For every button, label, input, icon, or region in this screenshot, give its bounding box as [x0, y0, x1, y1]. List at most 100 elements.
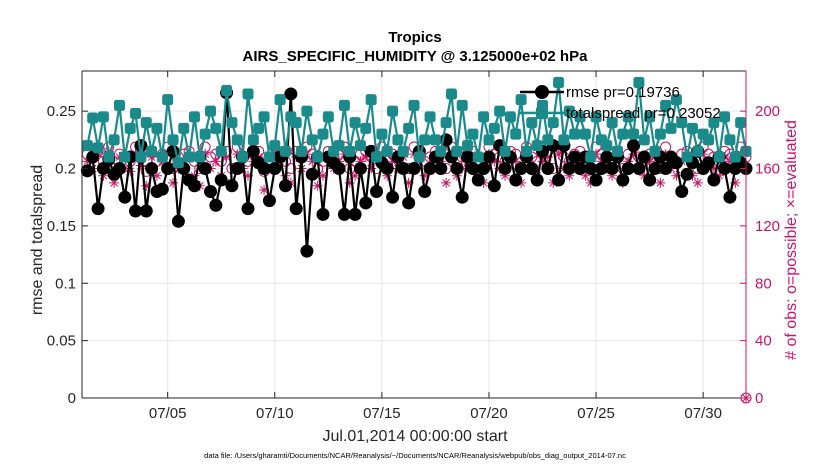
totalspread-point: [269, 140, 281, 152]
rmse-point: [262, 194, 276, 208]
data-file-footnote: data file: /Users/gharamti/Documents/NCA…: [204, 451, 626, 460]
rmse-point: [407, 162, 421, 176]
obs-evaluated-point: [141, 180, 152, 191]
rmse-point: [434, 162, 448, 176]
obs-evaluated-point: [344, 177, 355, 188]
rmse-point: [80, 164, 94, 178]
rmse-point: [632, 162, 646, 176]
rmse-point: [204, 184, 218, 198]
totalspread-point: [719, 111, 731, 123]
totalspread-point: [735, 117, 747, 129]
rmse-point: [627, 139, 641, 153]
rmse-point: [594, 162, 608, 176]
rmse-point: [573, 162, 587, 176]
totalspread-point: [590, 111, 602, 123]
obs-evaluated-point: [655, 177, 666, 188]
x-tick-label: 07/10: [256, 405, 294, 422]
totalspread-point: [167, 134, 179, 146]
totalspread-point: [424, 111, 436, 123]
totalspread-point: [226, 117, 238, 129]
totalspread-point: [317, 128, 329, 140]
totalspread-point: [504, 111, 516, 123]
rmse-point: [723, 190, 737, 204]
totalspread-point: [654, 128, 666, 140]
obs-evaluated-point: [259, 185, 270, 196]
rmse-point: [155, 182, 169, 196]
rmse-point: [659, 162, 673, 176]
totalspread-point: [563, 105, 575, 117]
obs-evaluated-point: [135, 160, 146, 171]
obs-evaluated-point: [151, 170, 162, 181]
rmse-point: [187, 179, 201, 193]
y2-tick-label: 0: [755, 390, 763, 407]
y2-tick-label: 160: [755, 161, 780, 178]
totalspread-point: [215, 145, 227, 157]
totalspread-point: [247, 134, 259, 146]
totalspread-point: [253, 122, 265, 134]
totalspread-point: [312, 151, 324, 163]
totalspread-point: [510, 128, 522, 140]
totalspread-point: [306, 134, 318, 146]
totalspread-point: [670, 94, 682, 106]
obs-evaluated-point: [419, 170, 430, 181]
totalspread-point: [483, 134, 495, 146]
rmse-point: [541, 162, 555, 176]
totalspread-point: [601, 140, 613, 152]
rmse-point: [637, 150, 651, 164]
totalspread-point: [135, 151, 147, 163]
obs-evaluated-point: [537, 156, 548, 167]
obs-evaluated-point: [312, 180, 323, 191]
obs-evaluated-point: [553, 149, 564, 160]
obs-evaluated-point: [210, 156, 221, 167]
obs-evaluated-point: [639, 170, 650, 181]
rmse-point: [337, 207, 351, 221]
rmse-point: [380, 162, 394, 176]
totalspread-point: [242, 88, 254, 100]
obs-evaluated-point: [221, 152, 232, 163]
totalspread-point: [403, 122, 415, 134]
totalspread-point: [467, 128, 479, 140]
rmse-point: [353, 162, 367, 176]
totalspread-point: [387, 105, 399, 117]
totalspread-point: [376, 128, 388, 140]
totalspread-point: [579, 128, 591, 140]
obs-evaluated-point: [500, 170, 511, 181]
totalspread-point: [445, 88, 457, 100]
totalspread-point: [499, 145, 511, 157]
obs-evaluated-point: [564, 170, 575, 181]
obs-evaluated-point: [435, 156, 446, 167]
totalspread-point: [360, 122, 372, 134]
rmse-point: [198, 162, 212, 176]
y2-axis-label: # of obs: o=possible; ×=evaluated: [783, 120, 800, 360]
y-tick-label: 0: [68, 390, 76, 407]
totalspread-point: [81, 140, 93, 152]
rmse-point: [707, 173, 721, 187]
totalspread-point: [237, 151, 249, 163]
rmse-point: [386, 190, 400, 204]
obs-evaluated-point: [510, 156, 521, 167]
obs-evaluated-point: [730, 177, 741, 188]
obs-evaluated-point: [708, 163, 719, 174]
totalspread-point: [338, 99, 350, 111]
totalspread-point: [221, 85, 233, 97]
totalspread-point: [194, 151, 206, 163]
rmse-point: [332, 162, 346, 176]
totalspread-point: [451, 145, 463, 157]
totalspread-point: [472, 151, 484, 163]
obs-evaluated-point: [607, 170, 618, 181]
obs-evaluated-point: [692, 177, 703, 188]
totalspread-point: [231, 134, 243, 146]
y2-tick-label: 40: [755, 333, 772, 350]
totalspread-point: [413, 151, 425, 163]
obs-evaluated-point: [317, 170, 328, 181]
totalspread-point: [628, 128, 640, 140]
rmse-point: [487, 179, 501, 193]
obs-evaluated-point: [366, 163, 377, 174]
x-axis-label: Jul.01,2014 00:00:00 start: [322, 428, 508, 445]
obs-evaluated-point: [724, 156, 735, 167]
x-tick-label: 07/25: [577, 405, 615, 422]
rmse-point: [348, 207, 362, 221]
rmse-point: [600, 150, 614, 164]
tick-labels: 07/05 07/10 07/15 07/20 07/25 07/30 0 0.05 0.1 0.…: [47, 103, 780, 422]
